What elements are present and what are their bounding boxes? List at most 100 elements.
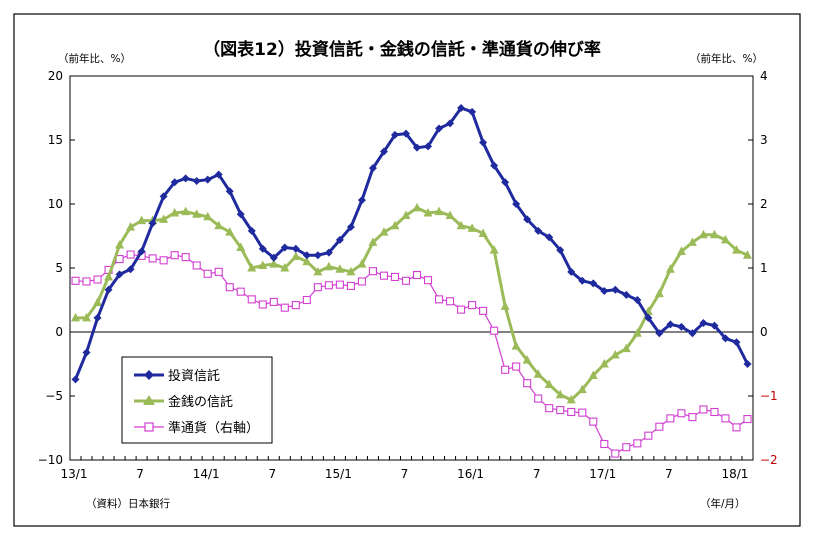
- data-point: [621, 343, 631, 353]
- data-point: [214, 170, 223, 179]
- data-point: [247, 295, 256, 304]
- data-point: [589, 279, 598, 288]
- data-point: [599, 359, 609, 368]
- data-point: [688, 329, 697, 338]
- data-point: [479, 138, 488, 147]
- data-point: [567, 407, 576, 417]
- right-tick-label: 0: [760, 325, 768, 339]
- data-point: [82, 348, 91, 357]
- data-point: [357, 277, 366, 286]
- data-point: [742, 250, 752, 259]
- data-point: [622, 290, 631, 299]
- data-point: [545, 404, 554, 413]
- legend-label: 準通貨（右軸）: [168, 420, 259, 436]
- left-axis-ticks: 20 15 10 5 0 −5 −10: [38, 69, 75, 467]
- right-tick-label: −2: [760, 453, 778, 467]
- data-point: [522, 355, 532, 364]
- data-point: [699, 405, 708, 414]
- left-tick-label: 20: [48, 69, 63, 83]
- x-tick-label: 17/1: [589, 467, 616, 481]
- data-point: [677, 322, 686, 331]
- data-point: [666, 414, 675, 423]
- left-tick-label: 0: [55, 325, 63, 339]
- data-point: [665, 264, 675, 273]
- data-point: [468, 301, 477, 310]
- x-axis-unit: （年/月）: [700, 497, 746, 510]
- data-point: [247, 226, 256, 235]
- data-point: [148, 219, 157, 228]
- data-point: [313, 251, 322, 260]
- legend-label: 投資信託: [168, 368, 220, 384]
- data-point: [324, 281, 333, 290]
- data-point: [225, 283, 234, 292]
- x-tick-label: 7: [665, 467, 673, 481]
- data-point: [247, 263, 257, 272]
- data-point: [456, 220, 466, 230]
- data-point: [523, 379, 532, 388]
- data-point: [192, 209, 202, 218]
- data-point: [302, 295, 311, 305]
- data-point: [192, 176, 201, 185]
- data-point: [115, 270, 124, 279]
- data-point: [401, 129, 410, 138]
- data-point: [390, 272, 400, 282]
- right-tick-label: 4: [760, 69, 768, 83]
- data-point: [104, 285, 113, 294]
- data-point: [687, 237, 697, 246]
- data-point: [181, 253, 190, 262]
- data-point: [335, 280, 344, 289]
- left-tick-label: −10: [38, 453, 63, 467]
- data-point: [269, 297, 278, 306]
- data-point: [555, 389, 565, 399]
- data-point: [588, 370, 598, 380]
- data-point: [368, 164, 377, 173]
- data-point: [390, 130, 399, 139]
- left-tick-label: −5: [45, 389, 63, 403]
- data-point: [611, 285, 620, 294]
- data-point: [578, 276, 587, 285]
- data-point: [82, 277, 91, 286]
- x-tick-label: 18/1: [721, 467, 748, 481]
- data-point: [533, 369, 543, 378]
- x-tick-label: 14/1: [193, 467, 220, 481]
- right-tick-label: 2: [760, 197, 768, 211]
- legend-item-investment-trust: 投資信託: [134, 368, 220, 384]
- left-tick-label: 10: [48, 197, 63, 211]
- data-point: [633, 439, 642, 448]
- left-axis-unit: （前年比、%）: [58, 52, 131, 65]
- data-point: [676, 246, 686, 255]
- data-point: [93, 297, 103, 307]
- data-point: [104, 271, 114, 281]
- data-point: [258, 260, 268, 269]
- data-point: [500, 301, 510, 310]
- data-point: [567, 267, 576, 276]
- left-tick-label: 5: [55, 261, 63, 275]
- x-tick-label: 7: [268, 467, 276, 481]
- data-point: [512, 200, 521, 208]
- data-point: [368, 267, 377, 276]
- data-point: [633, 296, 642, 304]
- chart-title: （図表12）投資信託・金銭の信託・準通貨の伸び率: [203, 39, 601, 60]
- data-point: [137, 247, 146, 256]
- data-point: [291, 301, 300, 310]
- data-point: [291, 244, 300, 253]
- data-point: [600, 287, 609, 296]
- source-note: （資料）日本銀行: [86, 497, 170, 510]
- data-point: [379, 147, 388, 156]
- data-point: [512, 362, 521, 371]
- data-point: [413, 143, 422, 152]
- x-axis-ticks: 13/1 7 14/1 7 15/1 7 16/1 7 17/1 7 18/1: [61, 456, 754, 481]
- series-1: [71, 202, 752, 404]
- legend: 投資信託 金銭の信託 準通貨（右軸）: [121, 356, 273, 444]
- data-point: [412, 270, 422, 280]
- data-point: [644, 431, 653, 440]
- data-point: [610, 350, 620, 359]
- data-point: [544, 379, 554, 388]
- data-point: [424, 142, 433, 151]
- data-point: [126, 250, 135, 259]
- data-point: [677, 409, 686, 418]
- data-point: [489, 245, 499, 254]
- data-point: [423, 207, 433, 217]
- data-point: [743, 414, 752, 424]
